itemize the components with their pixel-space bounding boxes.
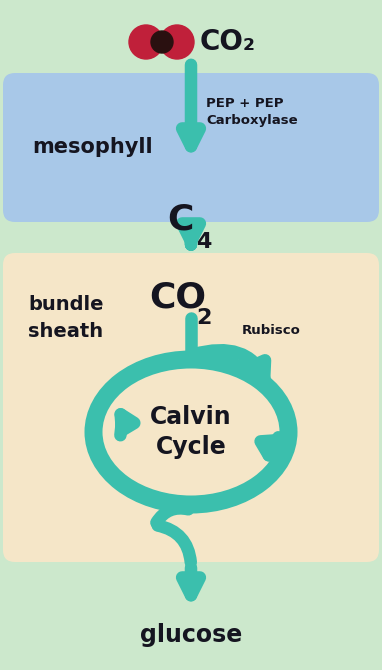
FancyBboxPatch shape — [3, 253, 379, 562]
Text: 2: 2 — [196, 308, 211, 328]
Text: bundle
sheath: bundle sheath — [28, 295, 104, 341]
Text: PEP + PEP
Carboxylase: PEP + PEP Carboxylase — [206, 97, 298, 127]
Circle shape — [129, 25, 163, 59]
Circle shape — [151, 31, 173, 53]
Text: C: C — [167, 203, 193, 237]
Text: mesophyll: mesophyll — [32, 137, 153, 157]
FancyBboxPatch shape — [3, 73, 379, 222]
Text: CO: CO — [149, 280, 207, 314]
Text: glucose: glucose — [140, 623, 242, 647]
Ellipse shape — [84, 350, 298, 513]
Ellipse shape — [102, 369, 280, 496]
Text: Calvin
Cycle: Calvin Cycle — [150, 405, 232, 459]
Text: CO₂: CO₂ — [200, 28, 256, 56]
Text: 4: 4 — [196, 232, 211, 252]
Circle shape — [160, 25, 194, 59]
Text: Rubisco: Rubisco — [242, 324, 301, 336]
